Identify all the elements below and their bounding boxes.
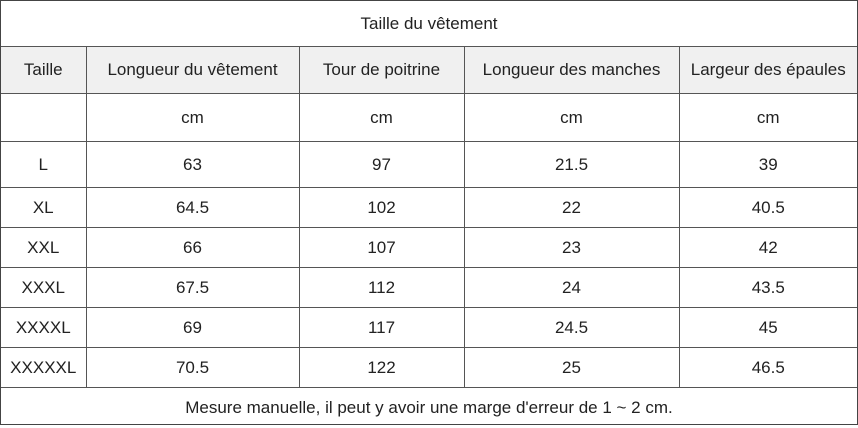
title-row: Taille du vêtement [1,1,857,47]
table-cell: 64.5 [86,188,299,228]
size-label: XXXL [1,268,86,308]
size-label: XXXXL [1,308,86,348]
table-cell: 39 [679,142,857,188]
table-row: XXXXXL 70.5 122 25 46.5 [1,348,857,388]
table-cell: 21.5 [464,142,679,188]
table-row: XXXXL 69 117 24.5 45 [1,308,857,348]
table-cell: 102 [299,188,464,228]
unit-row: cm cm cm cm [1,94,857,142]
table-title: Taille du vêtement [1,1,857,47]
size-label: XL [1,188,86,228]
table-row: XXL 66 107 23 42 [1,228,857,268]
size-label: L [1,142,86,188]
table-cell: 24.5 [464,308,679,348]
table-cell: 25 [464,348,679,388]
table-cell: 63 [86,142,299,188]
unit-cell: cm [299,94,464,142]
table-cell: 40.5 [679,188,857,228]
table-cell: 42 [679,228,857,268]
table-cell: 23 [464,228,679,268]
table-cell: 97 [299,142,464,188]
column-header-chest: Tour de poitrine [299,47,464,94]
size-label: XXL [1,228,86,268]
table-cell: 66 [86,228,299,268]
size-label: XXXXXL [1,348,86,388]
column-header-garment-length: Longueur du vêtement [86,47,299,94]
column-header-sleeve-length: Longueur des manches [464,47,679,94]
table-row: XL 64.5 102 22 40.5 [1,188,857,228]
table-row: L 63 97 21.5 39 [1,142,857,188]
table-cell: 112 [299,268,464,308]
column-header-shoulder-width: Largeur des épaules [679,47,857,94]
measurement-note: Mesure manuelle, il peut y avoir une mar… [1,388,857,428]
table-cell: 67.5 [86,268,299,308]
unit-cell: cm [464,94,679,142]
note-row: Mesure manuelle, il peut y avoir une mar… [1,388,857,428]
header-row: Taille Longueur du vêtement Tour de poit… [1,47,857,94]
table-cell: 24 [464,268,679,308]
unit-cell [1,94,86,142]
table-cell: 46.5 [679,348,857,388]
unit-cell: cm [86,94,299,142]
table-cell: 22 [464,188,679,228]
table-cell: 122 [299,348,464,388]
table-cell: 43.5 [679,268,857,308]
column-header-size: Taille [1,47,86,94]
unit-cell: cm [679,94,857,142]
table-cell: 69 [86,308,299,348]
table-cell: 45 [679,308,857,348]
table-cell: 117 [299,308,464,348]
table-cell: 70.5 [86,348,299,388]
table-row: XXXL 67.5 112 24 43.5 [1,268,857,308]
table-cell: 107 [299,228,464,268]
